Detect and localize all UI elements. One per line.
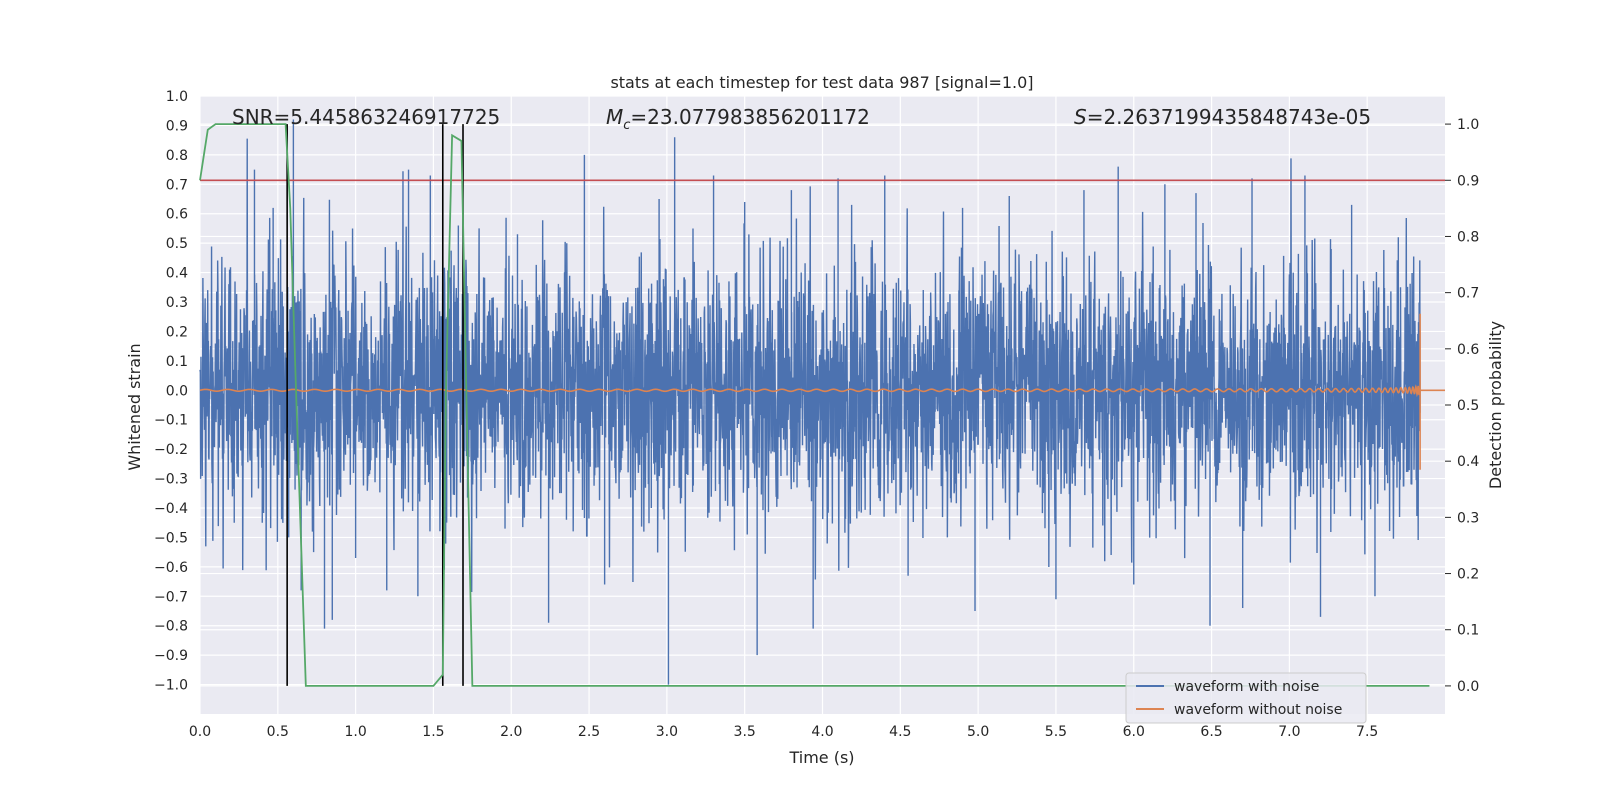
x-tick-label: 1.0 bbox=[344, 724, 366, 740]
legend-box bbox=[1125, 672, 1367, 724]
y2-tick-label: 0.7 bbox=[1457, 286, 1479, 302]
x-tick-label: 3.5 bbox=[734, 724, 756, 740]
y-tick-label: −0.6 bbox=[154, 560, 188, 576]
chirp-mass-value: =23.077983856201172 bbox=[630, 105, 869, 129]
y2-tick-label: 0.6 bbox=[1457, 342, 1479, 358]
x-tick-label: 0.5 bbox=[267, 724, 289, 740]
y-tick-label: 1.0 bbox=[166, 89, 188, 105]
x-tick-label: 1.5 bbox=[422, 724, 444, 740]
x-tick-label: 6.5 bbox=[1200, 724, 1222, 740]
x-tick-label: 0.0 bbox=[189, 724, 211, 740]
y2-tick-label: 0.4 bbox=[1457, 454, 1479, 470]
chirp-mass-symbol: M bbox=[606, 105, 623, 129]
plot-area bbox=[199, 119, 1445, 687]
y2-tick-label: 0.9 bbox=[1457, 173, 1479, 189]
x-axis: 0.0 0.5 1.0 1.5 2.0 2.5 3.0 3.5 4.0 4.5 5.0 5.5 6.0 6… bbox=[189, 724, 1378, 740]
x-tick-label: 3.0 bbox=[656, 724, 678, 740]
snr-annotation: SNR=5.445863246917725 bbox=[232, 105, 500, 129]
chirp-mass-subscript: c bbox=[623, 118, 630, 133]
chart-title: stats at each timestep for test data 987… bbox=[610, 73, 1033, 92]
y-tick-label: −0.5 bbox=[154, 530, 188, 546]
legend-label-waveform-with-noise: waveform with noise bbox=[1174, 679, 1319, 695]
y2-tick-label: 0.5 bbox=[1457, 398, 1479, 414]
y-tick-label: −0.3 bbox=[154, 472, 188, 488]
y-axis: 1.0 0.9 0.8 0.7 0.6 0.5 0.4 0.3 0.2 0.1 0.0 −0.1 −0.… bbox=[154, 89, 188, 694]
y-tick-label: −1.0 bbox=[154, 678, 188, 694]
y-tick-label: −0.4 bbox=[154, 501, 188, 517]
x-tick-label: 4.5 bbox=[889, 724, 911, 740]
y-tick-label: 0.6 bbox=[166, 207, 188, 223]
x-tick-label: 6.0 bbox=[1123, 724, 1145, 740]
chirp-mass-annotation: Mc=23.077983856201172 bbox=[606, 105, 870, 133]
y2-axis: 1.0 0.9 0.8 0.7 0.6 0.5 0.4 0.3 0.2 0.1 0.0 bbox=[1445, 117, 1479, 695]
y-tick-label: 0.8 bbox=[166, 148, 188, 164]
y-tick-label: 0.9 bbox=[166, 118, 188, 134]
s-annotation: S=2.2637199435848743e-05 bbox=[1074, 105, 1371, 129]
s-symbol: S bbox=[1074, 105, 1087, 129]
x-tick-label: 2.5 bbox=[578, 724, 600, 740]
legend-label-waveform-without-noise: waveform without noise bbox=[1174, 702, 1342, 718]
x-tick-label: 2.0 bbox=[500, 724, 522, 740]
series-detection-probability bbox=[199, 123, 1430, 687]
y-tick-label: −0.7 bbox=[154, 589, 188, 605]
y-tick-label: 0.2 bbox=[166, 324, 188, 340]
x-axis-label: Time (s) bbox=[788, 748, 854, 767]
y2-tick-label: 0.2 bbox=[1457, 567, 1479, 583]
x-tick-label: 5.5 bbox=[1045, 724, 1067, 740]
x-tick-label: 7.5 bbox=[1356, 724, 1378, 740]
y-tick-label: 0.4 bbox=[166, 266, 188, 282]
y-tick-label: 0.5 bbox=[166, 236, 188, 252]
x-tick-label: 4.0 bbox=[811, 724, 833, 740]
y2-tick-label: 0.0 bbox=[1457, 679, 1479, 695]
y2-tick-label: 0.3 bbox=[1457, 510, 1479, 526]
x-tick-label: 5.0 bbox=[967, 724, 989, 740]
x-tick-label: 7.0 bbox=[1278, 724, 1300, 740]
y-tick-label: −0.9 bbox=[154, 648, 188, 664]
y2-tick-label: 0.1 bbox=[1457, 623, 1479, 639]
y-tick-label: 0.0 bbox=[166, 383, 188, 399]
series-waveform-without-noise bbox=[199, 313, 1445, 470]
y-axis-label: Whitened strain bbox=[125, 343, 144, 470]
y2-tick-label: 0.8 bbox=[1457, 229, 1479, 245]
y2-axis-label: Detection probability bbox=[1486, 321, 1505, 489]
y-tick-label: 0.3 bbox=[166, 295, 188, 311]
y-tick-label: 0.7 bbox=[166, 177, 188, 193]
y-tick-label: −0.1 bbox=[154, 413, 188, 429]
legend: waveform with noise waveform without noi… bbox=[1125, 672, 1367, 724]
y-tick-label: −0.2 bbox=[154, 442, 188, 458]
s-value: =2.2637199435848743e-05 bbox=[1087, 105, 1371, 129]
y-tick-label: −0.8 bbox=[154, 619, 188, 635]
y-tick-label: 0.1 bbox=[166, 354, 188, 370]
y2-tick-label: 1.0 bbox=[1457, 117, 1479, 133]
